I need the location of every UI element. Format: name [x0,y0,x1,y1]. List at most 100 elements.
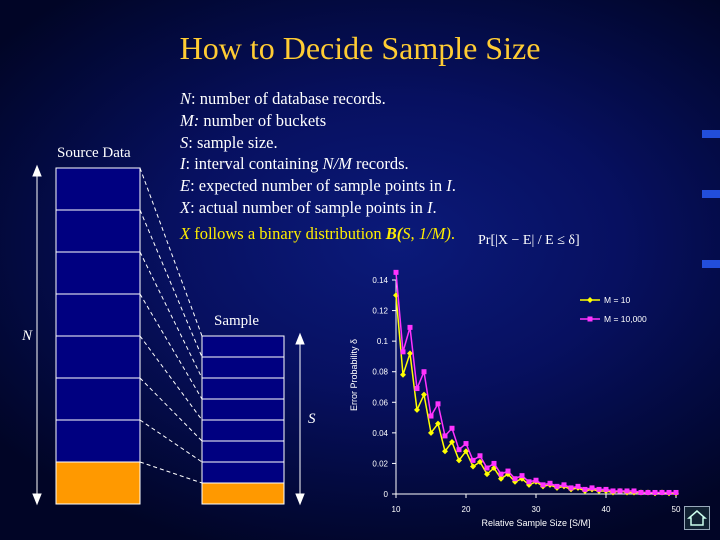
data-point [582,486,588,492]
data-point [470,463,476,470]
data-point [666,489,672,495]
x-tick-label: 30 [532,505,541,514]
sample-column [201,335,285,505]
data-point [568,485,574,491]
data-point [407,350,413,357]
data-point [540,482,546,488]
definition-e: E: expected number of sample points in I… [180,176,456,196]
data-point [673,489,679,495]
n-arrow [32,164,42,506]
data-point [533,477,539,483]
definition-m: M: number of buckets [180,110,327,130]
data-point [477,458,483,465]
data-point [456,447,462,453]
n-label: N [22,328,33,344]
source-data-label: Source Data [57,145,131,161]
data-point [491,460,497,466]
data-point [470,457,476,463]
data-point [505,468,511,474]
data-point [589,485,595,491]
y-tick-label: 0.04 [372,429,388,438]
data-point [498,475,504,482]
data-point [477,453,483,459]
data-point [659,489,665,495]
y-axis-label: Error Probability δ [349,339,359,411]
data-point [414,406,420,413]
series-line [395,295,676,494]
data-point [610,488,616,494]
data-point [484,471,490,478]
data-point [463,441,469,447]
data-point [449,439,455,446]
s-label: S [308,411,316,427]
data-point [456,457,462,464]
data-point [400,371,406,378]
data-point [652,489,658,495]
data-point [519,473,525,479]
data-point [393,269,399,275]
legend-marker [587,297,593,303]
data-point [435,401,441,407]
definition-i: I: interval containing N/M records. [180,154,409,174]
legend-marker [587,316,593,322]
data-point [638,489,644,495]
definition-n: N: number of database records. [180,89,386,108]
data-point [400,349,406,355]
data-point [603,486,609,492]
data-point [554,483,560,489]
definitions-list: N: number of database records. M: number… [180,88,456,245]
data-point [442,433,448,439]
data-point [484,465,490,471]
definition-x: X: actual number of sample points in I. [180,197,437,217]
data-point [624,488,630,494]
y-tick-label: 0 [384,490,389,499]
y-tick-label: 0.12 [372,307,388,316]
data-point [547,480,553,486]
slide-title: How to Decide Sample Size [179,30,541,66]
data-point [428,429,434,436]
data-point [526,479,532,485]
data-point [421,369,427,375]
y-tick-label: 0.02 [372,459,388,468]
legend-label: M = 10,000 [604,314,647,324]
home-icon[interactable] [684,506,710,530]
y-tick-label: 0.06 [372,398,388,407]
data-point [512,476,518,482]
data-point [463,448,469,455]
sample-label: Sample [214,313,259,329]
data-point [561,482,567,488]
data-point [596,486,602,492]
data-point [414,386,420,392]
data-point [407,324,413,330]
mapping-lines [139,167,203,484]
x-tick-label: 50 [672,505,681,514]
data-point [442,448,448,455]
y-tick-label: 0.1 [377,337,389,346]
error-formula: Pr[|X − E| / E ≤ δ] [478,233,580,248]
series-line [395,272,676,494]
definition-s: S: sample size. [180,132,278,152]
x-tick-label: 40 [602,505,611,514]
error-probability-chart: 0 0.02 0.04 0.06 0.08 0.1 0.12 0.14 10 20 30 40 50 Re… [349,269,681,528]
data-point [575,483,581,489]
data-point [449,425,455,431]
s-arrow [295,332,305,506]
data-point [617,488,623,494]
data-point [428,413,434,419]
decor-bar [702,260,720,268]
y-tick-label: 0.08 [372,368,388,377]
x-axis-label: Relative Sample Size [S/M] [481,518,590,528]
data-point [421,391,427,398]
x-tick-label: 20 [462,505,471,514]
decor-bar [702,130,720,138]
data-point [645,489,651,495]
x-tick-label: 10 [392,505,401,514]
decor-bar [702,190,720,198]
data-point [631,488,637,494]
binomial-statement: X follows a binary distribution B(S, 1/M… [180,223,455,243]
source-data-column [55,167,141,505]
data-point [498,471,504,477]
legend-label: M = 10 [604,295,630,305]
data-point [435,420,441,427]
